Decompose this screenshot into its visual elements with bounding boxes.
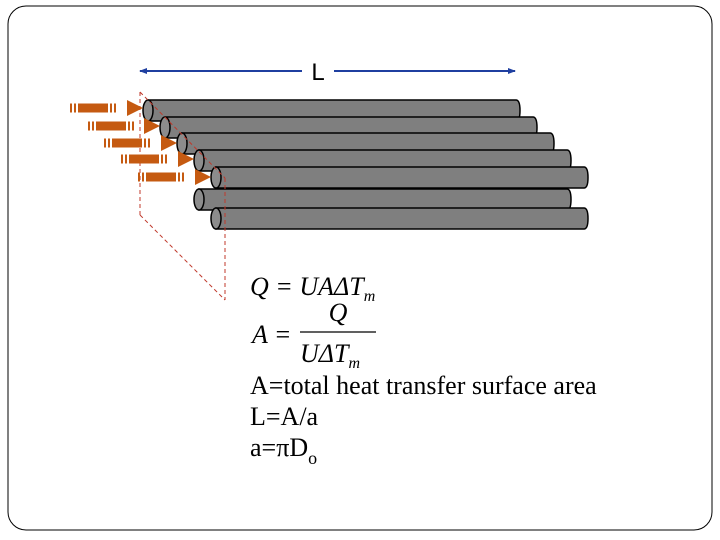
denominator-subscript: m <box>349 355 361 372</box>
length-definition: L=A/a <box>250 402 319 431</box>
flow-arrow <box>104 135 177 151</box>
tube-end <box>210 166 222 189</box>
area-equation-lhs: A = <box>250 320 291 349</box>
tube-end <box>176 132 188 155</box>
denominator-main: UΔT <box>300 339 350 368</box>
definition-main: a=πD <box>250 433 308 462</box>
equation-subscript: m <box>364 288 376 305</box>
inlet-plane <box>139 91 226 301</box>
tube-body <box>215 207 589 230</box>
tube <box>193 188 572 211</box>
arrow-head <box>178 151 194 167</box>
tube <box>210 207 589 230</box>
arrow-head <box>127 100 143 116</box>
per-length-definition: a=πDo <box>250 433 317 468</box>
tube-end <box>159 116 171 139</box>
area-definition: A=total heat transfer surface area <box>250 371 597 400</box>
area-denominator: UΔTm <box>300 339 360 372</box>
tube-body <box>215 166 589 189</box>
flow-arrow <box>88 118 160 134</box>
tube <box>210 166 589 189</box>
tube-end <box>193 188 205 211</box>
equation-main: Q = UAΔT <box>250 272 365 301</box>
tube-body <box>198 188 572 211</box>
definition-subscript: o <box>308 448 317 468</box>
heat-rate-equation: Q = UAΔTm <box>250 272 375 305</box>
tube-bundle <box>142 99 589 230</box>
flow-arrow <box>121 151 194 167</box>
length-label: L <box>311 59 324 86</box>
arrow-head <box>161 135 177 151</box>
flow-arrow <box>138 169 211 185</box>
arrow-head <box>144 118 160 134</box>
tube-end <box>210 207 222 230</box>
arrow-head <box>195 169 211 185</box>
area-numerator: Q <box>329 298 348 327</box>
flow-arrows <box>70 100 211 185</box>
slide-frame <box>7 5 713 531</box>
flow-arrow <box>70 100 143 116</box>
tube-end <box>193 149 205 172</box>
